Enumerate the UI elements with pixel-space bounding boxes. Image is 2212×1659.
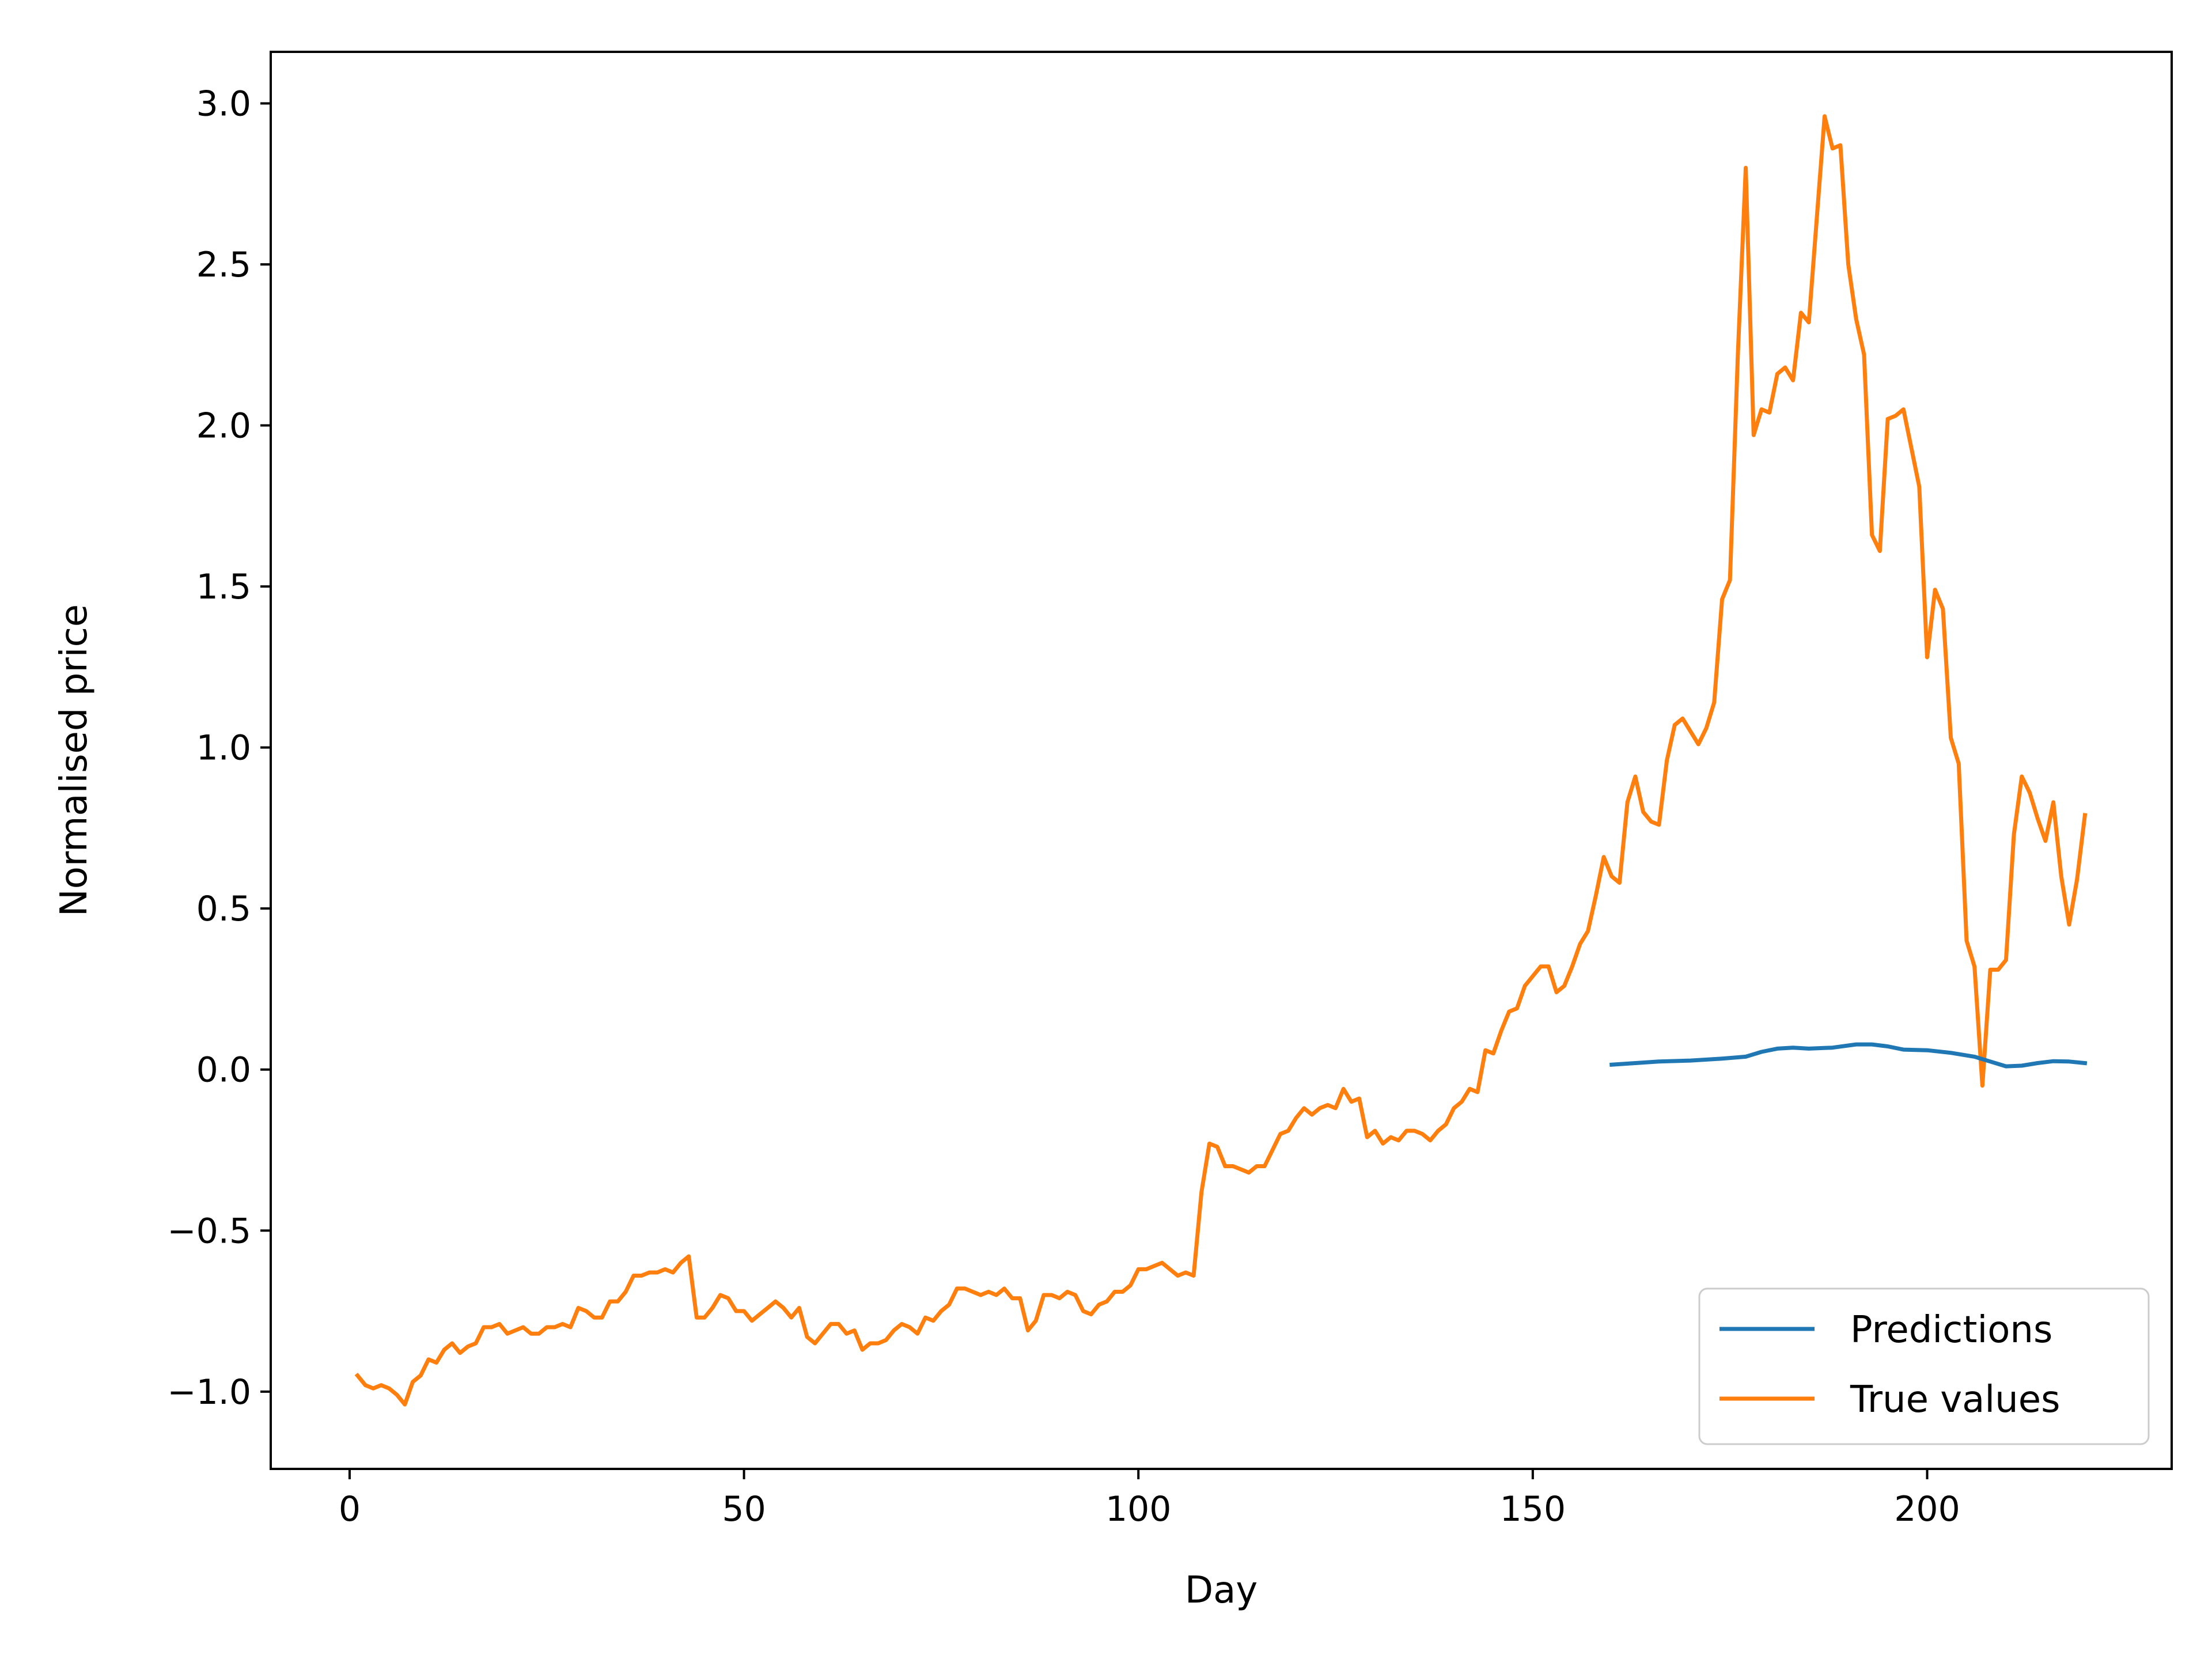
legend-label-true-values: True values [1850, 1378, 2060, 1421]
x-tick-label: 0 [339, 1489, 361, 1529]
y-tick-label: 2.0 [196, 406, 251, 446]
legend: Predictions True values [1698, 1287, 2150, 1445]
y-tick-label: 0.0 [196, 1050, 251, 1090]
y-axis-label: Normalised price [53, 604, 96, 916]
x-tick-label: 200 [1894, 1489, 1960, 1529]
x-tick-label: 150 [1500, 1489, 1566, 1529]
y-tick-label: 1.0 [196, 728, 251, 768]
y-tick-label: 1.5 [196, 567, 251, 607]
y-tick-label: −1.0 [167, 1372, 251, 1412]
x-tick-label: 50 [722, 1489, 766, 1529]
x-tick-label: 100 [1105, 1489, 1172, 1529]
series-line-true-values [354, 114, 2088, 1407]
y-axis: −1.0 −0.5 0.0 0.5 1.0 1.5 2.0 2.5 3.0 [167, 84, 271, 1412]
y-tick-label: 3.0 [196, 84, 251, 124]
legend-label-predictions: Predictions [1850, 1309, 2052, 1351]
y-tick-label: −0.5 [167, 1211, 251, 1251]
x-axis: 0 50 100 150 200 [339, 1469, 1960, 1529]
series-line-predictions [1609, 1042, 2088, 1069]
plot-lines [354, 114, 2088, 1407]
y-tick-label: 0.5 [196, 889, 251, 929]
x-axis-label: Day [1185, 1569, 1257, 1612]
y-tick-label: 2.5 [196, 245, 251, 285]
plot-frame [270, 51, 2173, 1470]
